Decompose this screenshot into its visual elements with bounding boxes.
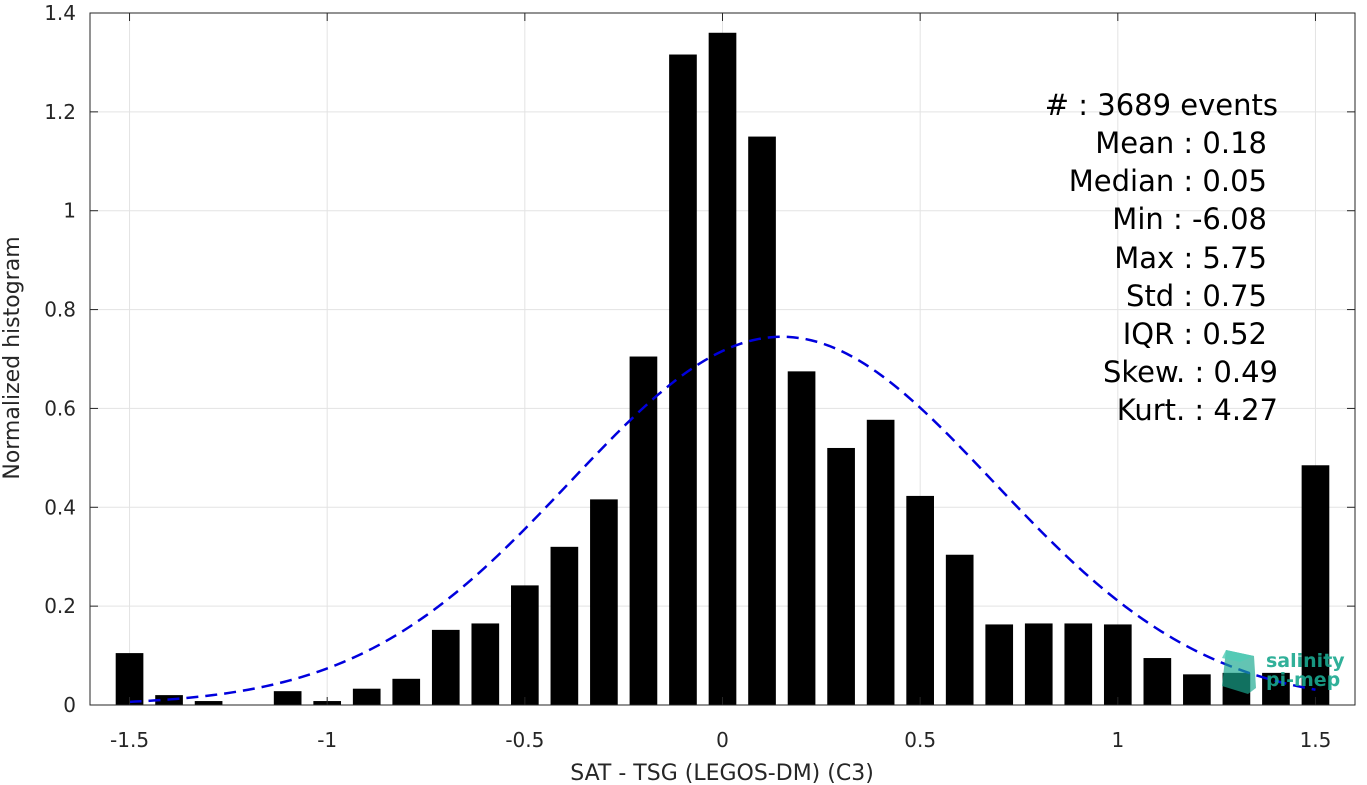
x-axis-label: SAT - TSG (LEGOS-DM) (C3) [570, 761, 874, 785]
x-tick-label: -1 [317, 728, 337, 752]
x-tick-label: -1.5 [110, 728, 149, 752]
stat-std: Std : 0.75 [1126, 279, 1267, 313]
x-tick-label: 0.5 [904, 728, 936, 752]
histogram-bar [590, 499, 618, 705]
x-tick-label: 1 [1111, 728, 1124, 752]
histogram-bar [273, 691, 302, 705]
histogram-bar [866, 419, 895, 705]
histogram-bar [985, 624, 1014, 705]
y-tick-label: 0.8 [44, 298, 76, 322]
histogram-bar [708, 32, 737, 706]
histogram-bar [1301, 465, 1330, 705]
stat-iqr: IQR : 0.52 [1123, 317, 1267, 351]
x-tick-label: 0 [716, 728, 729, 752]
histogram-bar [511, 585, 539, 705]
histogram-bar [945, 554, 974, 705]
y-tick-label: 0.6 [44, 396, 76, 420]
y-tick-label: 0 [63, 693, 76, 717]
histogram-bar [115, 653, 144, 705]
histogram-bar [1024, 623, 1053, 705]
stat-kurt: Kurt. : 4.27 [1117, 393, 1278, 427]
stat-min: Min : -6.08 [1112, 202, 1267, 236]
histogram-bar [550, 546, 579, 705]
normal-fit-curve [129, 335, 1316, 704]
histogram-bars [115, 32, 1330, 706]
y-tick-label: 1 [63, 199, 76, 223]
histogram-bar [1064, 623, 1093, 705]
histogram-bar [827, 447, 855, 705]
histogram-bar [906, 495, 934, 705]
x-axis-ticks: -1.5 -1 -0.5 0 0.5 1 1.5 [110, 13, 1331, 752]
y-tick-label: 0.2 [44, 594, 76, 618]
histogram-bar [748, 136, 776, 706]
y-tick-label: 0.4 [44, 495, 76, 519]
y-axis-ticks: 0 0.2 0.4 0.6 0.8 1 1.2 1.4 [44, 1, 1355, 717]
histogram-bar [629, 356, 658, 705]
salinity-pimep-logo: salinity pi-mep [1222, 650, 1345, 694]
logo-line2: pi-mep [1266, 669, 1340, 691]
x-tick-label: -0.5 [505, 728, 544, 752]
histogram-bar [471, 623, 500, 705]
stat-mean: Mean : 0.18 [1095, 126, 1267, 160]
stat-skew: Skew. : 0.49 [1103, 355, 1278, 389]
statistics-box: # : 3689 events Mean : 0.18 Median : 0.0… [1045, 88, 1278, 427]
histogram-bar [352, 688, 381, 705]
histogram-bar [669, 54, 697, 705]
x-tick-label: 1.5 [1300, 728, 1332, 752]
histogram-bar [1183, 674, 1211, 705]
stat-max: Max : 5.75 [1114, 241, 1267, 275]
y-tick-label: 1.4 [44, 1, 76, 25]
histogram-bar [431, 629, 460, 705]
histogram-bar [1103, 624, 1132, 705]
logo-cube-icon [1222, 650, 1256, 694]
histogram-bar [787, 371, 816, 705]
histogram-bar [392, 678, 421, 705]
histogram-bar [1143, 658, 1172, 705]
stat-count: # : 3689 events [1045, 88, 1278, 122]
y-tick-label: 1.2 [44, 100, 76, 124]
y-axis-label: Normalized histogram [0, 236, 25, 479]
logo-line1: salinity [1266, 650, 1345, 672]
stat-median: Median : 0.05 [1069, 164, 1267, 198]
histogram-bar [194, 701, 223, 705]
logo-cube-face [1222, 650, 1254, 662]
